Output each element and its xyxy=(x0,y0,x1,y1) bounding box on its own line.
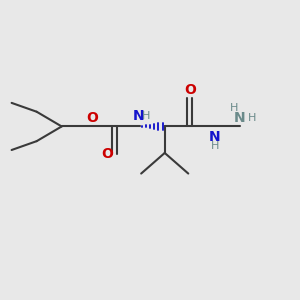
Text: N: N xyxy=(209,130,220,144)
Text: N: N xyxy=(234,111,246,125)
Text: H: H xyxy=(230,103,238,113)
Text: O: O xyxy=(101,147,113,161)
Text: O: O xyxy=(87,111,98,124)
Text: H: H xyxy=(211,141,219,151)
Text: H: H xyxy=(142,111,150,121)
Text: H: H xyxy=(248,113,256,123)
Text: N: N xyxy=(132,109,144,123)
Text: O: O xyxy=(184,82,196,97)
